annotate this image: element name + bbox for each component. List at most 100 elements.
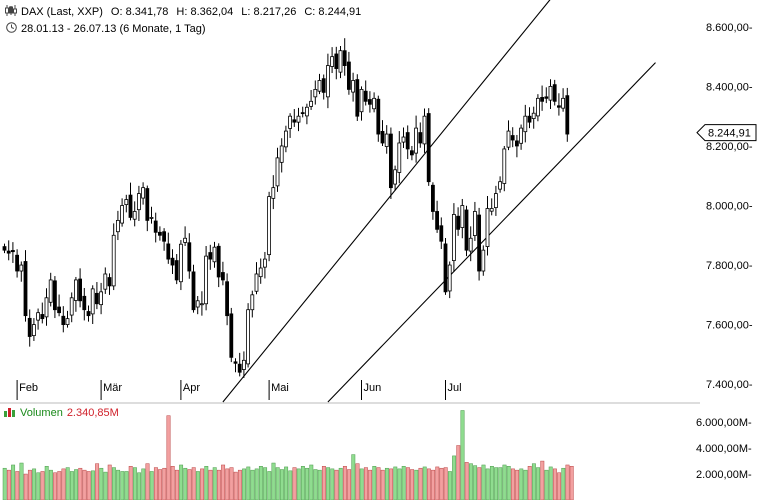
volume-bar (338, 467, 343, 500)
volume-bars-icon[interactable] (4, 407, 16, 417)
candle (443, 237, 448, 295)
volume-bar (401, 466, 406, 500)
volume-bar (120, 471, 125, 500)
candle (262, 251, 267, 279)
volume-bar (435, 466, 440, 500)
candle (233, 358, 238, 373)
clock-icon[interactable] (4, 22, 18, 36)
volume-bar (527, 466, 532, 500)
volume-bar (15, 471, 20, 500)
volume-bar (208, 469, 213, 500)
volume-bar (548, 466, 553, 500)
low-value: L: 8.217,26 (241, 6, 297, 18)
candlestick-icon[interactable] (4, 5, 18, 19)
volume-bar (40, 471, 45, 500)
volume-bar (422, 466, 427, 500)
candle (107, 273, 112, 295)
candle (246, 303, 251, 368)
candle (275, 147, 280, 192)
candle (53, 276, 57, 319)
candle (99, 282, 103, 315)
volume-bar (515, 469, 520, 500)
candle (502, 145, 507, 192)
candle (561, 88, 565, 112)
volume-bar (90, 470, 95, 500)
candle (464, 205, 469, 257)
volume-bar (405, 467, 410, 500)
candle (460, 198, 465, 239)
volume-bar (473, 465, 478, 500)
volume-bar (61, 468, 66, 500)
volume-bar (200, 468, 205, 500)
volume-bar (116, 469, 121, 500)
volume-bar (321, 466, 326, 500)
candle (103, 267, 108, 294)
candle (124, 194, 129, 213)
date-range[interactable]: 28.01.13 - 26.07.13 (6 Monate, 1 Tag) (21, 23, 206, 35)
candle (157, 226, 162, 241)
last-price-box (696, 124, 757, 142)
candle (128, 182, 133, 221)
volume-bar (74, 469, 79, 500)
volume-bar (225, 468, 230, 500)
candle (338, 45, 343, 79)
candle (254, 262, 259, 295)
trendline-1 (222, 0, 551, 403)
candle (506, 120, 511, 151)
volume-bar (158, 469, 163, 500)
volume-bar (464, 462, 469, 500)
candle (409, 145, 414, 161)
candle (10, 242, 15, 263)
volume-header: Volumen 2.340,85M (4, 406, 119, 419)
candle (548, 79, 553, 110)
candle (493, 185, 498, 216)
price-tick-label: 8.000,00- (706, 201, 753, 213)
candle (472, 201, 477, 241)
volume-bar (128, 466, 133, 500)
volume-bar (288, 470, 293, 500)
volume-bar (149, 471, 154, 500)
volume-bar (498, 467, 503, 500)
candle (132, 201, 137, 227)
candle (397, 131, 402, 184)
volume-bar (456, 445, 461, 500)
volume-bar (376, 467, 381, 500)
candle (447, 261, 452, 299)
candle (380, 120, 385, 146)
candle (485, 195, 490, 256)
candle (300, 106, 305, 118)
open-value: O: 8.341,78 (110, 6, 169, 18)
instrument-header: DAX (Last, XXP) O: 8.341,78 H: 8.362,04 L: … (4, 5, 361, 19)
volume-bar (506, 466, 511, 500)
candle (15, 249, 20, 278)
volume-bar (565, 464, 570, 500)
volume-bar (191, 467, 196, 500)
candle (191, 264, 196, 313)
candle (288, 113, 293, 138)
volume-bar (489, 466, 494, 500)
candle (346, 51, 351, 95)
volume-bar (216, 469, 221, 500)
candle (48, 272, 53, 307)
volume-bar (204, 466, 209, 500)
volume-bar (380, 469, 385, 500)
volume-bar (372, 466, 377, 500)
candle (178, 240, 183, 291)
candle (40, 302, 45, 324)
volume-label: Volumen (20, 407, 63, 419)
volume-bar (544, 469, 549, 500)
candle (401, 127, 406, 149)
candle (153, 212, 158, 243)
volume-bar (246, 466, 251, 500)
volume-bar (82, 469, 87, 500)
volume-bar (145, 463, 150, 500)
volume-bar (174, 469, 179, 500)
volume-bar (477, 467, 482, 500)
candle (162, 228, 167, 251)
candle (32, 318, 36, 341)
volume-bar (313, 469, 318, 500)
volume-bar (170, 466, 175, 500)
candle (481, 245, 486, 276)
candle (23, 250, 28, 322)
